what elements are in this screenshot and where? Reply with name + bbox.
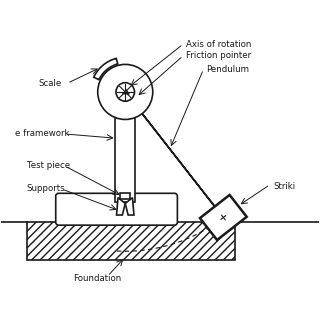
Bar bbox=[120, 193, 131, 199]
Polygon shape bbox=[125, 198, 134, 215]
Bar bbox=[27, 222, 235, 260]
FancyBboxPatch shape bbox=[56, 193, 177, 225]
Polygon shape bbox=[123, 89, 226, 221]
Circle shape bbox=[98, 64, 153, 119]
Bar bbox=[115, 116, 135, 202]
Text: Striki: Striki bbox=[273, 181, 295, 191]
Text: e framework: e framework bbox=[15, 129, 70, 139]
Polygon shape bbox=[200, 195, 247, 240]
Text: Scale: Scale bbox=[38, 79, 61, 88]
Text: Supports: Supports bbox=[27, 184, 65, 194]
Polygon shape bbox=[94, 58, 118, 80]
Text: Friction pointer: Friction pointer bbox=[186, 51, 251, 60]
Text: Test piece: Test piece bbox=[27, 161, 70, 170]
Polygon shape bbox=[116, 198, 125, 215]
Text: Foundation: Foundation bbox=[73, 274, 121, 283]
Text: Pendulum: Pendulum bbox=[206, 65, 249, 74]
Circle shape bbox=[116, 83, 134, 101]
Text: Axis of rotation: Axis of rotation bbox=[186, 40, 252, 49]
